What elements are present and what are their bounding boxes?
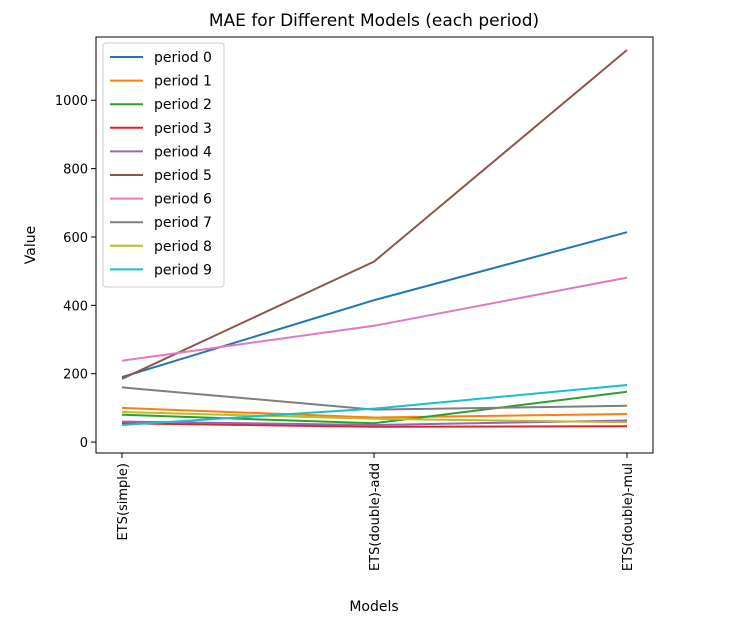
legend-label: period 6 bbox=[154, 192, 212, 208]
x-tick-label: ETS(double)-mul bbox=[621, 463, 636, 571]
series-line-period-3 bbox=[121, 422, 628, 428]
series-line-period-0 bbox=[121, 231, 628, 379]
series-line-period-2 bbox=[121, 390, 628, 425]
series-line-period-8 bbox=[121, 411, 628, 424]
series-line-period-5 bbox=[121, 49, 628, 380]
series-line-period-1 bbox=[121, 406, 628, 419]
x-axis-label: Models bbox=[349, 599, 398, 615]
legend: period 0 period 1 period 2 period 3 period 4… bbox=[102, 42, 225, 288]
y-tick-label: 600 bbox=[63, 231, 88, 246]
series-line-period-9 bbox=[121, 384, 628, 426]
y-tick-label: 400 bbox=[63, 299, 88, 314]
x-axis-ticks: ETS(simple) ETS(double)-add ETS(double)-mu… bbox=[116, 453, 636, 571]
legend-label: period 7 bbox=[154, 215, 212, 231]
legend-label: period 1 bbox=[154, 74, 212, 90]
legend-label: period 5 bbox=[154, 168, 212, 184]
y-axis-ticks: 0 200 400 600 800 1000 bbox=[55, 94, 96, 451]
x-tick-label: ETS(simple) bbox=[116, 463, 131, 540]
legend-label: period 2 bbox=[154, 97, 212, 113]
y-axis-label: Value bbox=[23, 226, 39, 264]
legend-label: period 9 bbox=[154, 262, 212, 278]
y-tick-label: 200 bbox=[63, 368, 88, 383]
plot-lines bbox=[121, 49, 628, 428]
legend-label: period 3 bbox=[154, 121, 212, 137]
legend-label: period 4 bbox=[154, 144, 212, 160]
legend-label: period 8 bbox=[154, 239, 212, 255]
x-tick-label: ETS(double)-add bbox=[368, 463, 383, 571]
series-line-period-7 bbox=[121, 386, 628, 411]
y-tick-label: 1000 bbox=[55, 94, 88, 109]
legend-label: period 0 bbox=[154, 50, 212, 66]
chart-title: MAE for Different Models (each period) bbox=[209, 11, 539, 31]
series-line-period-6 bbox=[121, 276, 628, 362]
y-tick-label: 800 bbox=[63, 163, 88, 178]
y-tick-label: 0 bbox=[80, 436, 88, 451]
